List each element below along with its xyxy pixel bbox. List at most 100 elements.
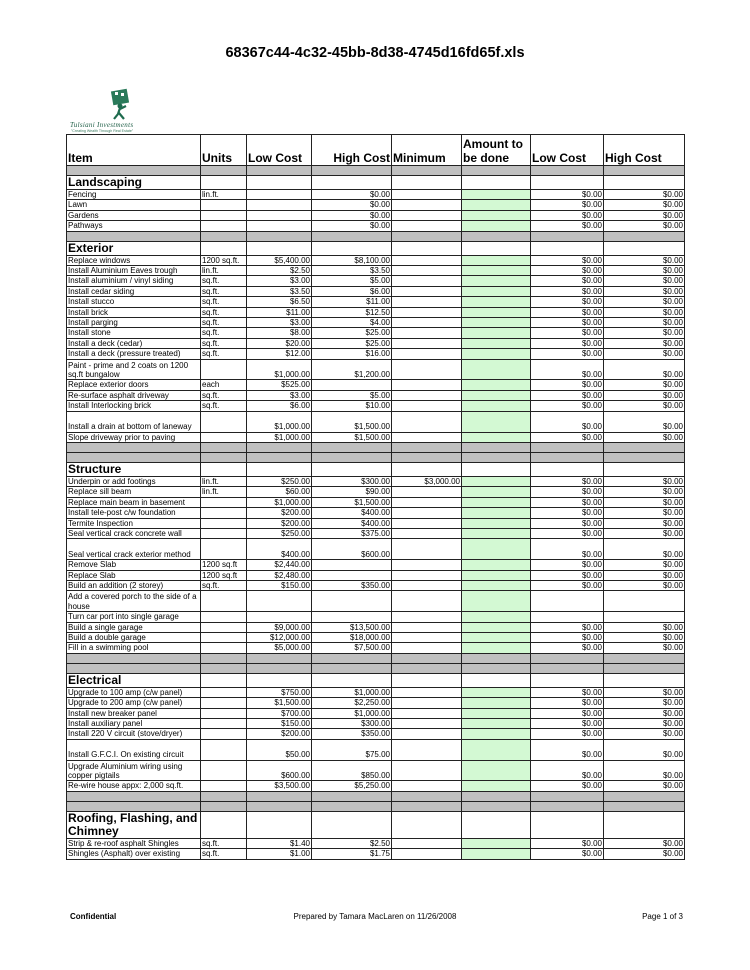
cell-minimum xyxy=(391,265,462,277)
separator-cell xyxy=(311,790,392,802)
cell-minimum xyxy=(391,579,462,592)
header-total-high-cost: High Cost xyxy=(603,134,685,166)
amount-to-be-done-input[interactable] xyxy=(461,631,531,644)
amount-to-be-done-input[interactable] xyxy=(461,611,531,623)
table-row: Termite Inspection $200.00 $400.00 $0.00 $0.… xyxy=(66,517,685,529)
table-row: Build a single garage $9,000.00 $13,500.00… xyxy=(66,621,685,633)
cell-low-cost-total: $0.00 xyxy=(530,631,604,644)
cell-low-cost-total: $0.00 xyxy=(530,188,604,201)
cell-low-cost-total: $0.00 xyxy=(530,327,604,339)
cell-units: 1200 sq.ft xyxy=(200,569,247,581)
amount-to-be-done-input[interactable] xyxy=(461,759,531,782)
amount-to-be-done-input[interactable] xyxy=(461,697,531,709)
cell-units: sq.ft. xyxy=(200,348,247,360)
cell-low-cost: $600.00 xyxy=(246,759,312,782)
cell-item: Replace windows xyxy=(66,254,201,267)
section-title: Landscaping xyxy=(66,175,201,190)
separator-cell xyxy=(391,662,462,674)
amount-to-be-done-input[interactable] xyxy=(461,431,531,443)
empty-cell xyxy=(246,810,312,839)
amount-to-be-done-input[interactable] xyxy=(461,275,531,287)
amount-to-be-done-input[interactable] xyxy=(461,590,531,613)
amount-to-be-done-input[interactable] xyxy=(461,306,531,319)
cell-units: 1200 sq.ft xyxy=(200,559,247,571)
amount-to-be-done-input[interactable] xyxy=(461,538,531,561)
cell-units xyxy=(200,590,247,613)
empty-cell xyxy=(200,810,247,839)
amount-to-be-done-input[interactable] xyxy=(461,254,531,267)
amount-to-be-done-input[interactable] xyxy=(461,496,531,509)
amount-to-be-done-input[interactable] xyxy=(461,621,531,633)
empty-cell xyxy=(461,810,531,839)
cell-high-cost: $2,250.00 xyxy=(311,697,392,709)
separator-cell xyxy=(461,230,531,242)
cell-high-cost: $300.00 xyxy=(311,717,392,730)
cell-item: Upgrade Aluminium wiring using copper pi… xyxy=(66,759,201,782)
amount-to-be-done-input[interactable] xyxy=(461,517,531,529)
amount-to-be-done-input[interactable] xyxy=(461,686,531,699)
cell-item: Install a drain at bottom of laneway xyxy=(66,410,201,433)
amount-to-be-done-input[interactable] xyxy=(461,337,531,350)
cell-units xyxy=(200,780,247,792)
amount-to-be-done-input[interactable] xyxy=(461,717,531,730)
cell-minimum xyxy=(391,379,462,391)
amount-to-be-done-input[interactable] xyxy=(461,400,531,412)
cell-low-cost xyxy=(246,590,312,613)
header-units: Units xyxy=(200,134,247,166)
cell-low-cost: $250.00 xyxy=(246,527,312,540)
amount-to-be-done-input[interactable] xyxy=(461,220,531,232)
amount-to-be-done-input[interactable] xyxy=(461,837,531,850)
cell-high-cost-total: $0.00 xyxy=(603,621,685,633)
amount-to-be-done-input[interactable] xyxy=(461,265,531,277)
amount-to-be-done-input[interactable] xyxy=(461,285,531,298)
cell-low-cost: $1,000.00 xyxy=(246,410,312,433)
amount-to-be-done-input[interactable] xyxy=(461,507,531,519)
amount-to-be-done-input[interactable] xyxy=(461,738,531,761)
amount-to-be-done-input[interactable] xyxy=(461,296,531,308)
amount-to-be-done-input[interactable] xyxy=(461,559,531,571)
cell-high-cost-total: $0.00 xyxy=(603,759,685,782)
amount-to-be-done-input[interactable] xyxy=(461,486,531,498)
cell-item: Slope driveway prior to paving xyxy=(66,431,201,443)
cell-high-cost-total: $0.00 xyxy=(603,358,685,381)
amount-to-be-done-input[interactable] xyxy=(461,348,531,360)
amount-to-be-done-input[interactable] xyxy=(461,379,531,391)
cell-units: lin.ft. xyxy=(200,475,247,488)
cell-high-cost-total: $0.00 xyxy=(603,486,685,498)
separator-cell xyxy=(603,662,685,674)
separator-cell xyxy=(66,441,201,453)
cell-high-cost: $7,500.00 xyxy=(311,642,392,654)
cell-high-cost xyxy=(311,379,392,391)
amount-to-be-done-input[interactable] xyxy=(461,642,531,654)
cell-low-cost: $3.50 xyxy=(246,285,312,298)
amount-to-be-done-input[interactable] xyxy=(461,317,531,329)
cell-high-cost-total: $0.00 xyxy=(603,254,685,267)
cell-low-cost-total: $0.00 xyxy=(530,517,604,529)
cell-low-cost: $200.00 xyxy=(246,728,312,740)
amount-to-be-done-input[interactable] xyxy=(461,410,531,433)
cell-item: Install Interlocking brick xyxy=(66,400,201,412)
cell-units xyxy=(200,527,247,540)
cell-low-cost xyxy=(246,199,312,211)
table-row: Install a drain at bottom of laneway $1,0… xyxy=(66,410,685,433)
amount-to-be-done-input[interactable] xyxy=(461,579,531,592)
cell-minimum xyxy=(391,285,462,298)
amount-to-be-done-input[interactable] xyxy=(461,389,531,402)
amount-to-be-done-input[interactable] xyxy=(461,327,531,339)
amount-to-be-done-input[interactable] xyxy=(461,780,531,792)
cell-low-cost-total: $0.00 xyxy=(530,209,604,222)
amount-to-be-done-input[interactable] xyxy=(461,728,531,740)
amount-to-be-done-input[interactable] xyxy=(461,848,531,860)
amount-to-be-done-input[interactable] xyxy=(461,199,531,211)
amount-to-be-done-input[interactable] xyxy=(461,707,531,720)
amount-to-be-done-input[interactable] xyxy=(461,209,531,222)
cell-minimum xyxy=(391,837,462,850)
cell-units: lin.ft. xyxy=(200,188,247,201)
cell-low-cost-total: $0.00 xyxy=(530,621,604,633)
amount-to-be-done-input[interactable] xyxy=(461,527,531,540)
cell-low-cost-total: $0.00 xyxy=(530,275,604,287)
amount-to-be-done-input[interactable] xyxy=(461,475,531,488)
amount-to-be-done-input[interactable] xyxy=(461,569,531,581)
amount-to-be-done-input[interactable] xyxy=(461,188,531,201)
amount-to-be-done-input[interactable] xyxy=(461,358,531,381)
